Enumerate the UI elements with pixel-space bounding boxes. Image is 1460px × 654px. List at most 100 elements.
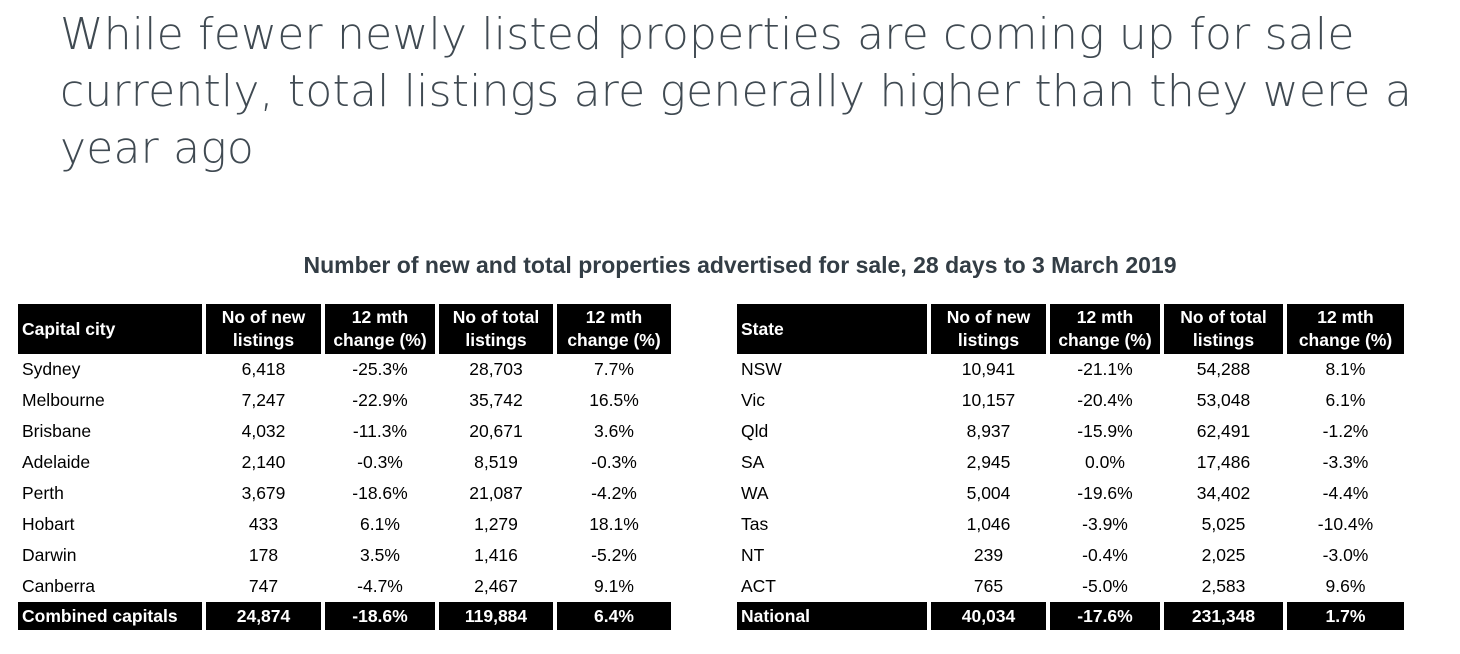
cell-total-listings: 62,491	[1196, 421, 1251, 441]
column-header-text: listings	[1192, 330, 1255, 350]
cell-total-listings: 28,703	[469, 359, 523, 379]
cell-new-change: -4.7%	[357, 576, 403, 596]
cell-total-change: 16.5%	[589, 390, 639, 410]
table-row: Brisbane 4,032 -11.3% 20,671 3.6%	[18, 416, 671, 447]
column-header-total-change: 12 mth change (%)	[1287, 304, 1404, 354]
cell-total-change: 3.6%	[594, 421, 634, 441]
header-row: Capital city No of new listings 12 mth chang…	[18, 304, 671, 354]
column-header-total-change: 12 mth change (%)	[557, 304, 671, 354]
table-row: Darwin 178 3.5% 1,416 -5.2%	[18, 540, 671, 571]
cell-new-listings: 8,937	[966, 421, 1011, 441]
column-header-text: 12 mth	[1076, 307, 1134, 327]
cell-new-change: -5.0%	[1082, 576, 1128, 596]
cell-total-listings: 1,416	[474, 545, 518, 565]
cell-label: Darwin	[22, 545, 77, 565]
table-row: Canberra 747 -4.7% 2,467 9.1%	[18, 571, 671, 602]
column-header-text: 12 mth	[1317, 307, 1374, 327]
cell-total-listings: 17,486	[1196, 452, 1251, 472]
table-caption: Number of new and total properties adver…	[303, 252, 1177, 278]
cell-total-change: -5.2%	[591, 545, 637, 565]
cell-total-change: 6.1%	[1325, 390, 1366, 410]
cell-total-change: 6.4%	[557, 602, 671, 630]
cell-label: WA	[741, 483, 769, 503]
cell-label: Hobart	[22, 514, 75, 534]
cell-total-change: -4.4%	[1322, 483, 1369, 503]
column-header-text: Capital city	[22, 318, 116, 339]
total-row: Combined capitals 24,874 -18.6% 119,884 6.4%	[18, 602, 671, 630]
column-header-text: No of total	[1180, 307, 1267, 327]
cell-total-change: 9.6%	[1325, 576, 1366, 596]
cell-total-listings: 2,467	[474, 576, 518, 596]
cell-label: Adelaide	[22, 452, 91, 472]
total-row: National 40,034 -17.6% 231,348 1.7%	[737, 602, 1404, 630]
column-header-text: change (%)	[1298, 330, 1393, 350]
slide-title: While fewer newly listed properties are …	[60, 9, 1413, 174]
cell-new-listings: 747	[248, 576, 279, 596]
cell-label: National	[737, 602, 927, 630]
cell-label: Brisbane	[22, 421, 92, 441]
cell-total-listings: 53,048	[1196, 390, 1251, 410]
column-header-new-listings: No of new listings	[931, 304, 1046, 354]
cell-new-change: -17.6%	[1050, 602, 1160, 630]
cell-new-listings: 2,140	[241, 452, 286, 472]
cell-new-listings: 178	[248, 545, 279, 565]
cell-total-listings: 119,884	[439, 602, 553, 630]
column-header-label: Capital city	[18, 304, 202, 354]
cell-total-listings: 1,279	[474, 514, 518, 534]
cell-label: Canberra	[22, 576, 95, 596]
column-header-text: listings	[465, 330, 527, 350]
cell-label: Sydney	[22, 359, 81, 379]
table-row: NSW 10,941 -21.1% 54,288 8.1%	[737, 354, 1404, 385]
column-header-text: No of total	[452, 307, 540, 327]
table-row: Perth 3,679 -18.6% 21,087 -4.2%	[18, 478, 671, 509]
cell-new-listings: 10,157	[961, 390, 1016, 410]
cell-total-change: 9.1%	[594, 576, 634, 596]
cell-new-change: 6.1%	[360, 514, 400, 534]
cell-label: Perth	[22, 483, 64, 503]
column-header-total-listings: No of total listings	[439, 304, 553, 354]
column-header-text: change (%)	[1058, 330, 1152, 350]
cell-new-listings: 40,034	[931, 602, 1046, 630]
cell-new-change: -0.3%	[357, 452, 403, 472]
column-header-text: 12 mth	[351, 307, 409, 327]
cell-new-listings: 24,874	[206, 602, 321, 630]
cell-new-listings: 6,418	[241, 359, 286, 379]
cell-new-change: -25.3%	[352, 359, 408, 379]
table-row: Vic 10,157 -20.4% 53,048 6.1%	[737, 385, 1404, 416]
table-row: Hobart 433 6.1% 1,279 18.1%	[18, 509, 671, 540]
cell-total-change: 1.7%	[1287, 602, 1404, 630]
cell-new-listings: 2,945	[966, 452, 1011, 472]
cell-new-listings: 3,679	[241, 483, 286, 503]
cell-new-listings: 765	[973, 576, 1004, 596]
cell-total-listings: 21,087	[469, 483, 523, 503]
cell-new-change: -19.6%	[1077, 483, 1133, 503]
column-header-text: 12 mth	[585, 307, 643, 327]
table-row: Adelaide 2,140 -0.3% 8,519 -0.3%	[18, 447, 671, 478]
cell-total-listings: 2,025	[1201, 545, 1246, 565]
column-header-new-listings: No of new listings	[206, 304, 321, 354]
cell-label: Tas	[741, 514, 769, 534]
table-row: SA 2,945 0.0% 17,486 -3.3%	[737, 447, 1404, 478]
table-row: ACT 765 -5.0% 2,583 9.6%	[737, 571, 1404, 602]
cell-label: NT	[741, 545, 765, 565]
cell-new-listings: 1,046	[966, 514, 1011, 534]
cell-label: Combined capitals	[18, 602, 202, 630]
cell-new-change: -21.1%	[1077, 359, 1133, 379]
column-header-text: No of new	[946, 307, 1031, 327]
state-table: State No of new listings 12 mth change (%) No…	[733, 304, 1408, 630]
table-row: NT 239 -0.4% 2,025 -3.0%	[737, 540, 1404, 571]
cell-new-listings: 239	[973, 545, 1004, 565]
cell-new-listings: 4,032	[241, 421, 286, 441]
cell-total-change: -10.4%	[1317, 514, 1374, 534]
table-row: Tas 1,046 -3.9% 5,025 -10.4%	[737, 509, 1404, 540]
cell-new-change: -20.4%	[1077, 390, 1133, 410]
cell-new-listings: 433	[248, 514, 279, 534]
table-row: WA 5,004 -19.6% 34,402 -4.4%	[737, 478, 1404, 509]
column-header-new-change: 12 mth change (%)	[325, 304, 435, 354]
cell-new-change: 3.5%	[360, 545, 400, 565]
cell-total-change: -3.3%	[1322, 452, 1369, 472]
table-row: Sydney 6,418 -25.3% 28,703 7.7%	[18, 354, 671, 385]
cell-new-listings: 10,941	[961, 359, 1016, 379]
cell-total-change: 8.1%	[1325, 359, 1366, 379]
cell-label: Melbourne	[22, 390, 105, 410]
